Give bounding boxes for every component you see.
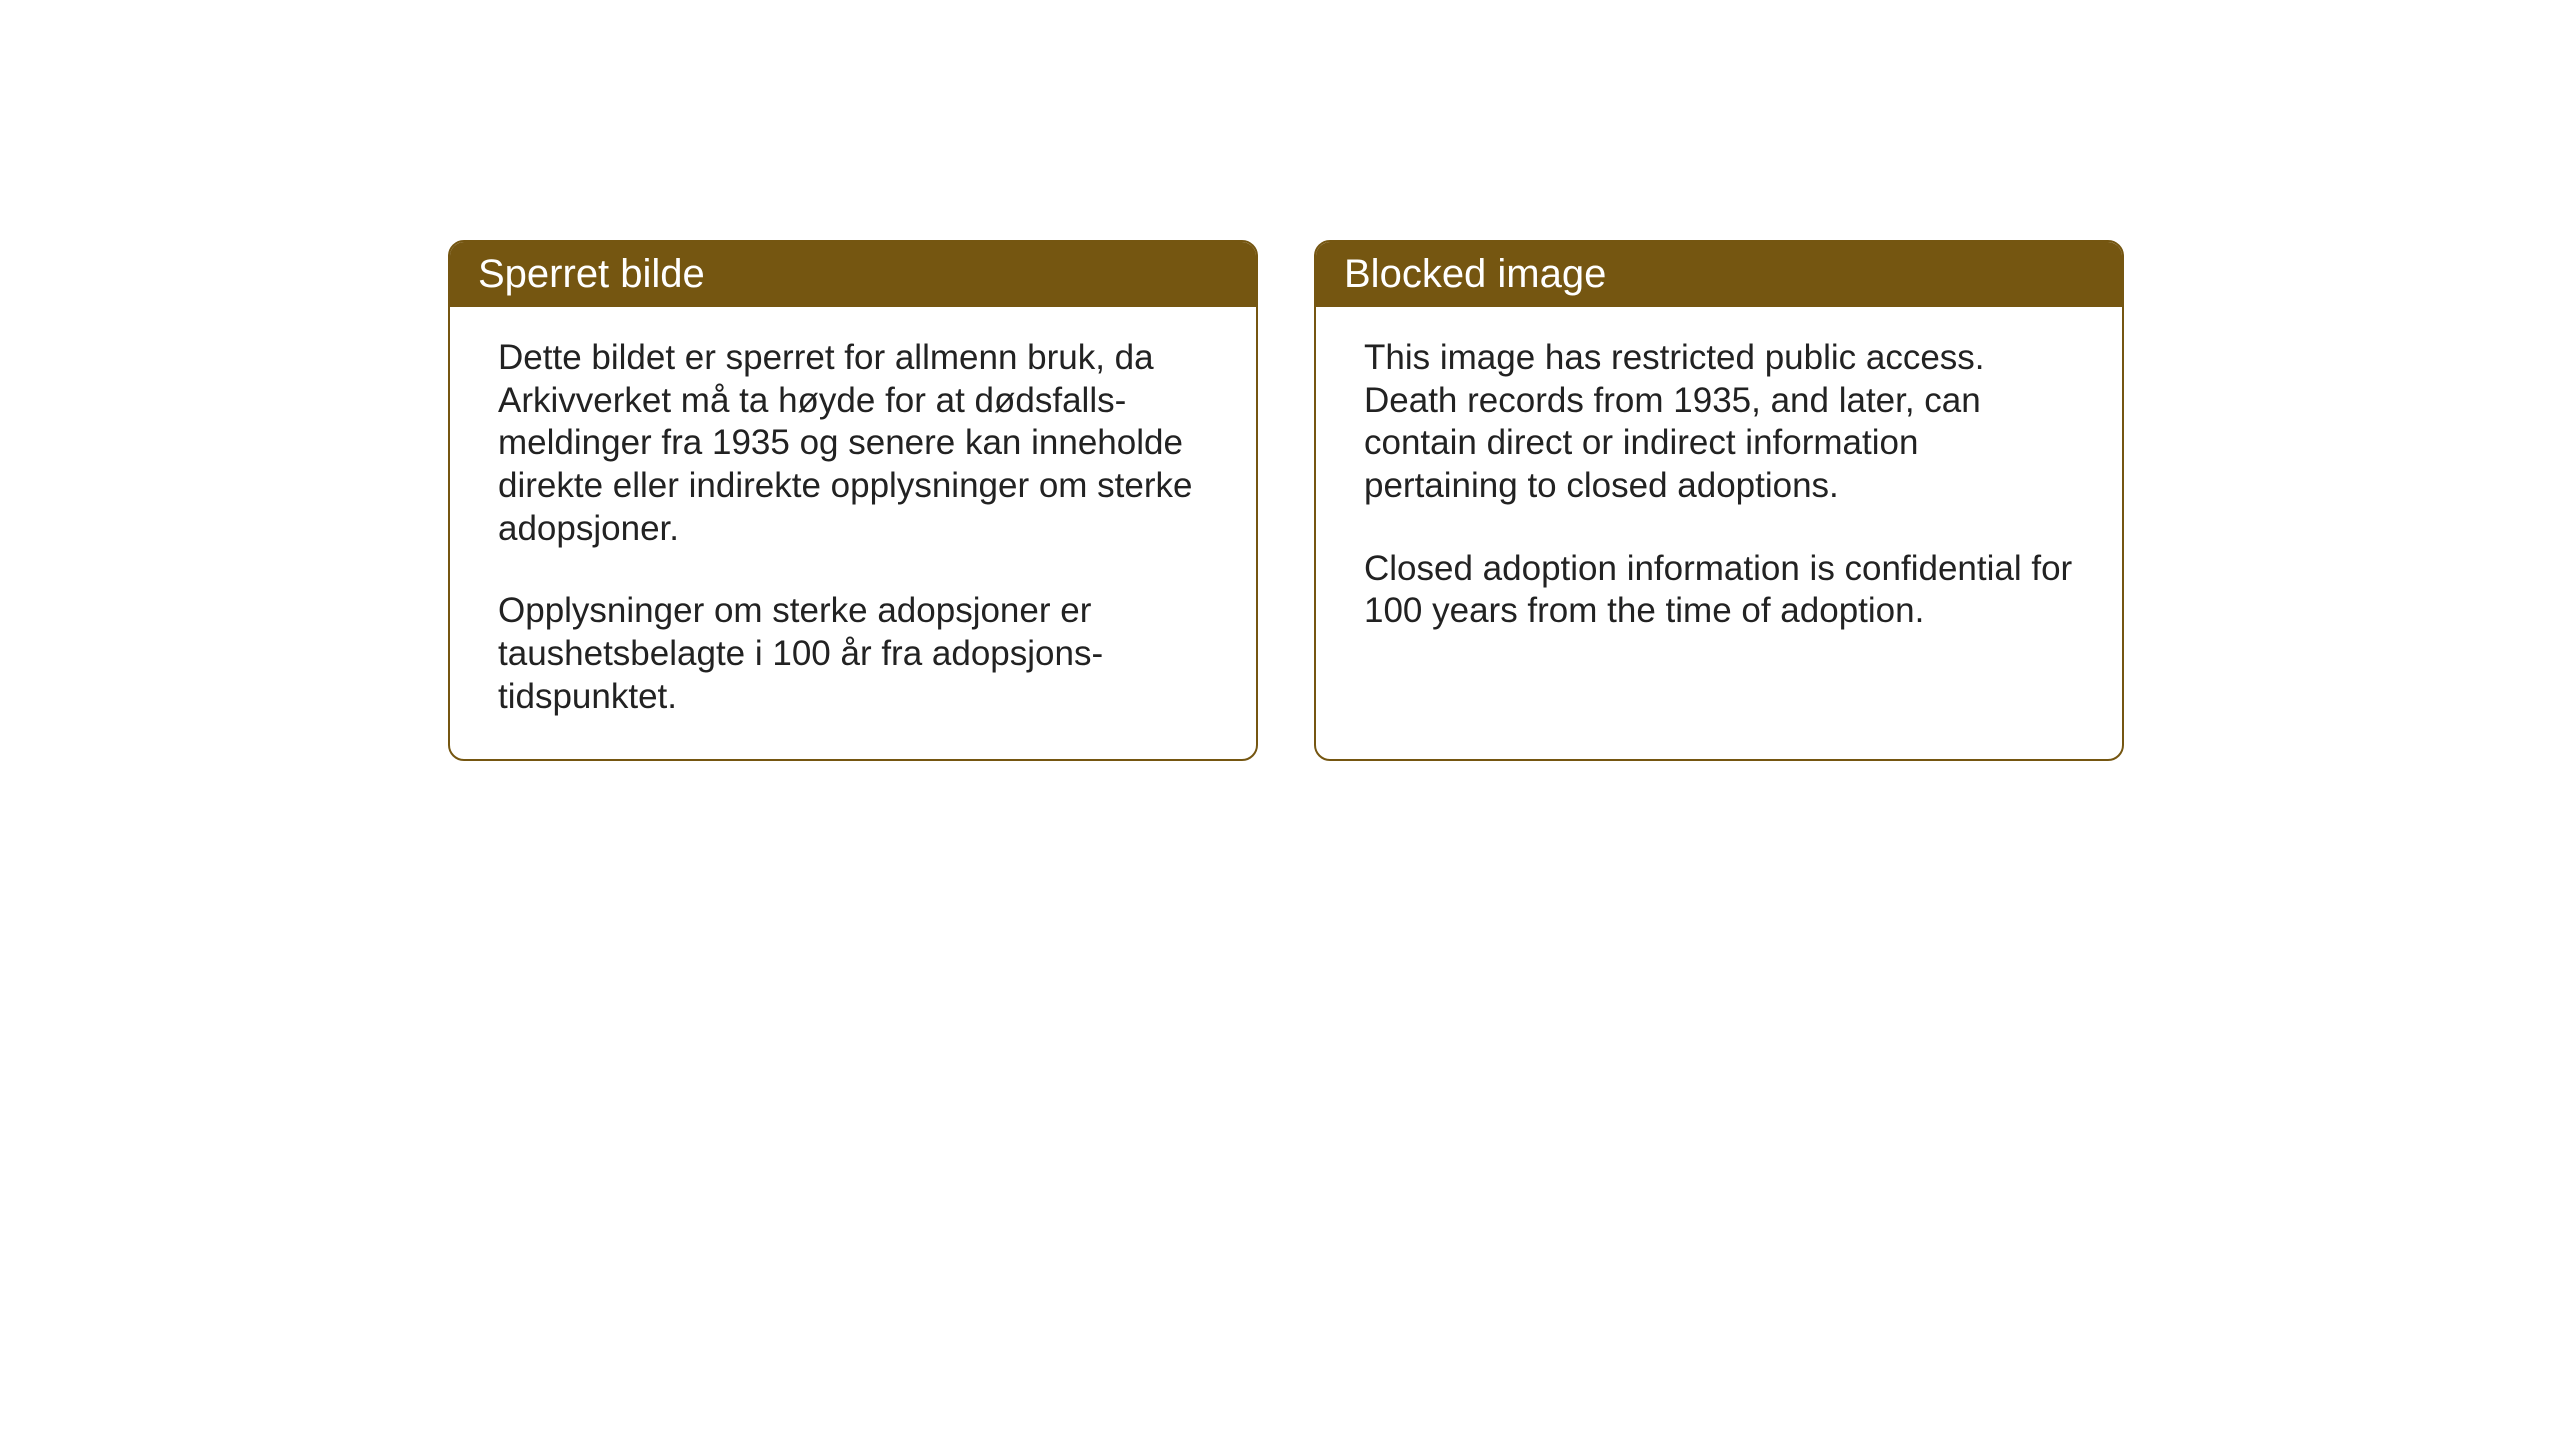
- notice-title-english: Blocked image: [1344, 252, 1606, 296]
- notice-paragraph-1-norwegian: Dette bildet er sperret for allmenn bruk…: [498, 337, 1208, 550]
- notice-paragraph-2-english: Closed adoption information is confident…: [1364, 548, 2074, 633]
- notice-header-english: Blocked image: [1316, 242, 2122, 307]
- notices-container: Sperret bilde Dette bildet er sperret fo…: [448, 240, 2124, 761]
- notice-card-norwegian: Sperret bilde Dette bildet er sperret fo…: [448, 240, 1258, 761]
- notice-header-norwegian: Sperret bilde: [450, 242, 1256, 307]
- notice-body-english: This image has restricted public access.…: [1316, 307, 2122, 673]
- notice-paragraph-1-english: This image has restricted public access.…: [1364, 337, 2074, 508]
- notice-title-norwegian: Sperret bilde: [478, 252, 705, 296]
- notice-paragraph-2-norwegian: Opplysninger om sterke adopsjoner er tau…: [498, 590, 1208, 718]
- notice-body-norwegian: Dette bildet er sperret for allmenn bruk…: [450, 307, 1256, 759]
- notice-card-english: Blocked image This image has restricted …: [1314, 240, 2124, 761]
